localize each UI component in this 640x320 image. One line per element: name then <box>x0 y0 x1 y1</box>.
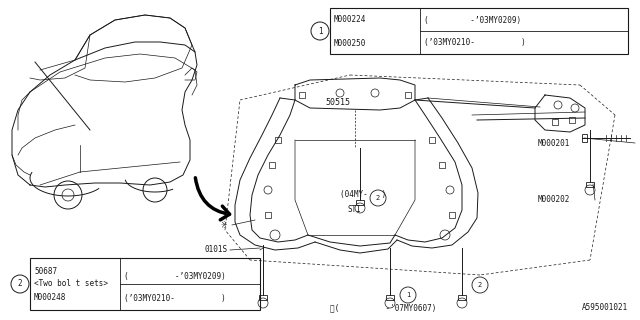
Text: A595001021: A595001021 <box>582 303 628 312</box>
Text: (          -’03MY0209): ( -’03MY0209) <box>124 271 226 281</box>
Text: (04MY-   ): (04MY- ) <box>340 190 387 199</box>
Text: M000248: M000248 <box>34 293 67 302</box>
Bar <box>405 92 411 98</box>
Text: (         -’03MY0209): ( -’03MY0209) <box>424 15 521 25</box>
Text: M000202: M000202 <box>538 196 570 204</box>
Text: 2: 2 <box>376 195 380 201</box>
Text: ※: ※ <box>220 220 226 229</box>
Bar <box>259 295 267 300</box>
Text: 50687: 50687 <box>34 267 57 276</box>
Bar <box>330 8 628 54</box>
Bar <box>582 134 587 142</box>
Text: M000250: M000250 <box>334 38 366 47</box>
Bar <box>269 162 275 168</box>
Bar <box>356 200 364 205</box>
Bar <box>265 212 271 218</box>
Bar <box>30 258 260 310</box>
Text: ※(          -'07MY0607): ※( -'07MY0607) <box>330 303 436 313</box>
Bar <box>552 119 558 125</box>
Bar <box>439 162 445 168</box>
Text: STI: STI <box>348 205 362 214</box>
Text: (’03MY0210-          ): (’03MY0210- ) <box>424 38 525 47</box>
Text: M000201: M000201 <box>538 139 570 148</box>
Text: 1: 1 <box>406 292 410 298</box>
Bar <box>429 137 435 143</box>
Bar <box>458 295 466 300</box>
Bar <box>275 137 281 143</box>
Text: 50515: 50515 <box>326 98 351 107</box>
Text: (’03MY0210-          ): (’03MY0210- ) <box>124 293 226 302</box>
Text: 1: 1 <box>317 27 323 36</box>
Bar <box>299 92 305 98</box>
Text: 2: 2 <box>478 282 482 288</box>
Bar <box>586 182 594 187</box>
Text: 2: 2 <box>18 279 22 289</box>
Bar <box>386 295 394 300</box>
Bar <box>569 117 575 123</box>
Text: M000224: M000224 <box>334 15 366 25</box>
Text: 0101S: 0101S <box>205 245 228 254</box>
Text: <Two bol t sets>: <Two bol t sets> <box>34 278 108 287</box>
FancyArrowPatch shape <box>195 178 230 220</box>
Bar <box>449 212 455 218</box>
